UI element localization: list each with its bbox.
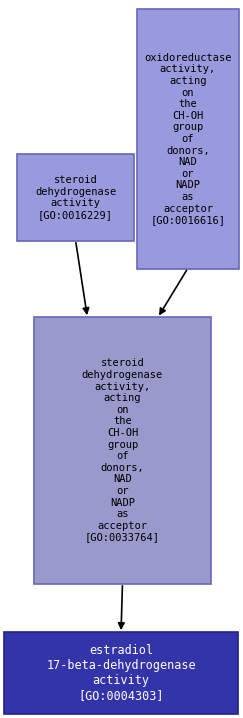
FancyBboxPatch shape	[34, 317, 211, 584]
FancyBboxPatch shape	[17, 154, 134, 241]
Text: estradiol
17-beta-dehydrogenase
activity
[GO:0004303]: estradiol 17-beta-dehydrogenase activity…	[46, 644, 196, 702]
Text: steroid
dehydrogenase
activity,
acting
on
the
CH-OH
group
of
donors,
NAD
or
NADP: steroid dehydrogenase activity, acting o…	[82, 358, 163, 543]
Text: steroid
dehydrogenase
activity
[GO:0016229]: steroid dehydrogenase activity [GO:00162…	[35, 175, 116, 220]
FancyBboxPatch shape	[137, 9, 239, 269]
FancyBboxPatch shape	[4, 632, 238, 714]
Text: oxidoreductase
activity,
acting
on
the
CH-OH
group
of
donors,
NAD
or
NADP
as
acc: oxidoreductase activity, acting on the C…	[144, 53, 232, 225]
